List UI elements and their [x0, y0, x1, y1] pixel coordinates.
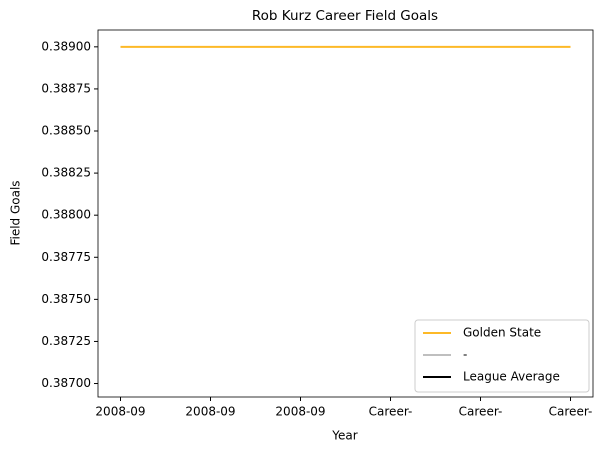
x-tick-label: 2008-09 — [275, 405, 325, 419]
y-tick-label: 0.38725 — [41, 334, 91, 348]
y-tick-label: 0.38750 — [41, 292, 91, 306]
legend-label: - — [463, 348, 467, 362]
y-tick-label: 0.38775 — [41, 250, 91, 264]
legend-label: Golden State — [463, 326, 541, 340]
x-axis-label: Year — [331, 429, 357, 443]
plot-frame — [97, 29, 594, 398]
y-tick-label: 0.38700 — [41, 376, 91, 390]
x-tick-label: Career- — [549, 405, 593, 419]
y-tick-label: 0.38825 — [41, 166, 91, 180]
y-tick-label: 0.38900 — [41, 39, 91, 53]
legend-box — [414, 319, 590, 393]
x-tick-label: Career- — [459, 405, 503, 419]
x-tick-label: Career- — [369, 405, 413, 419]
chart-title: Rob Kurz Career Field Goals — [252, 8, 438, 24]
y-tick-label: 0.38875 — [41, 81, 91, 95]
x-tick-label: 2008-09 — [185, 405, 235, 419]
y-tick-label: 0.38800 — [41, 208, 91, 222]
x-tick-label: 2008-09 — [95, 405, 145, 419]
y-axis-label: Field Goals — [9, 180, 23, 245]
legend-label: League Average — [463, 370, 560, 384]
y-tick-label: 0.38850 — [41, 124, 91, 138]
